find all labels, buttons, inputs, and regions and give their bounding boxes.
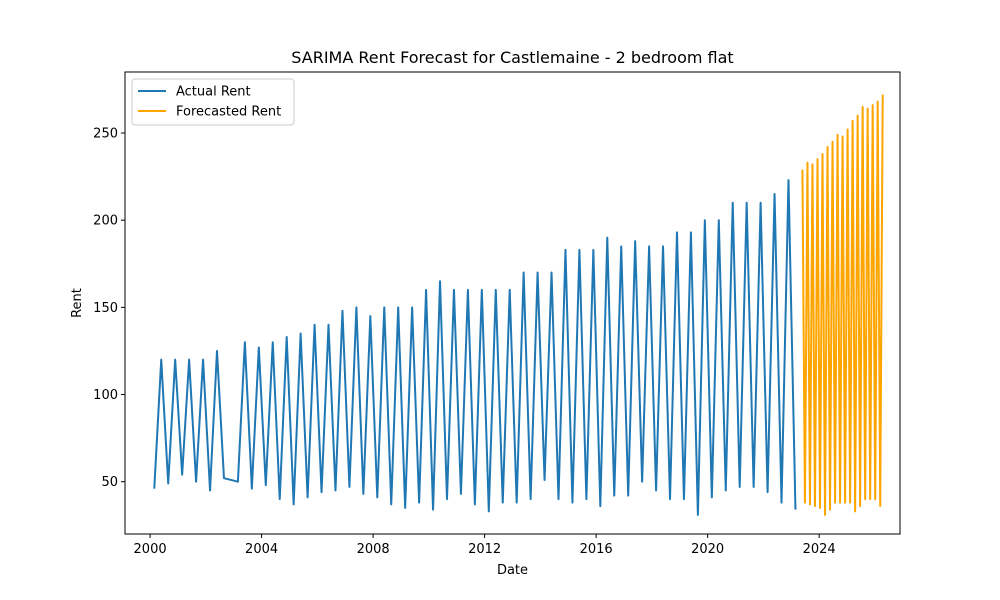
chart-title: SARIMA Rent Forecast for Castlemaine - 2… <box>291 48 733 67</box>
y-axis: 50 100 150 200 250 <box>93 127 125 490</box>
series-layer <box>153 94 884 516</box>
series-line-0 <box>153 179 797 516</box>
x-tick-label: 2000 <box>134 542 167 557</box>
legend-label: Forecasted Rent <box>176 105 281 120</box>
x-axis: 2000 2004 2008 2012 2016 2020 2024 <box>134 534 836 557</box>
y-tick-label: 50 <box>101 475 118 490</box>
axes-frame <box>124 71 901 535</box>
y-tick-label: 200 <box>93 214 118 229</box>
x-tick-label: 2016 <box>580 542 613 557</box>
x-tick-label: 2012 <box>468 542 501 557</box>
y-tick-label: 150 <box>93 301 118 316</box>
legend: Actual Rent Forecasted Rent <box>131 78 295 126</box>
x-tick-label: 2020 <box>691 542 724 557</box>
y-tick-label: 250 <box>93 127 118 142</box>
y-axis-label: Rent <box>70 288 85 318</box>
series-line-1 <box>801 94 884 516</box>
legend-box <box>131 78 295 126</box>
legend-label: Actual Rent <box>176 85 251 100</box>
x-tick-label: 2008 <box>357 542 390 557</box>
y-tick-label: 100 <box>93 388 118 403</box>
x-tick-label: 2004 <box>245 542 278 557</box>
x-tick-label: 2024 <box>803 542 836 557</box>
x-axis-label: Date <box>497 563 528 578</box>
